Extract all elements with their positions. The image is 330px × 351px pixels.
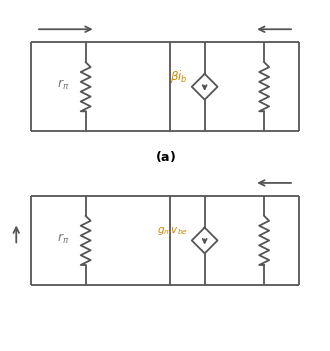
- Text: $r_{\pi}$: $r_{\pi}$: [57, 78, 70, 92]
- Text: $g_m v_{be}$: $g_m v_{be}$: [157, 225, 188, 237]
- Text: $\beta i_b$: $\beta i_b$: [170, 68, 188, 85]
- Text: $\mathbf{(a)}$: $\mathbf{(a)}$: [154, 149, 176, 164]
- Text: $r_{\pi}$: $r_{\pi}$: [57, 231, 70, 245]
